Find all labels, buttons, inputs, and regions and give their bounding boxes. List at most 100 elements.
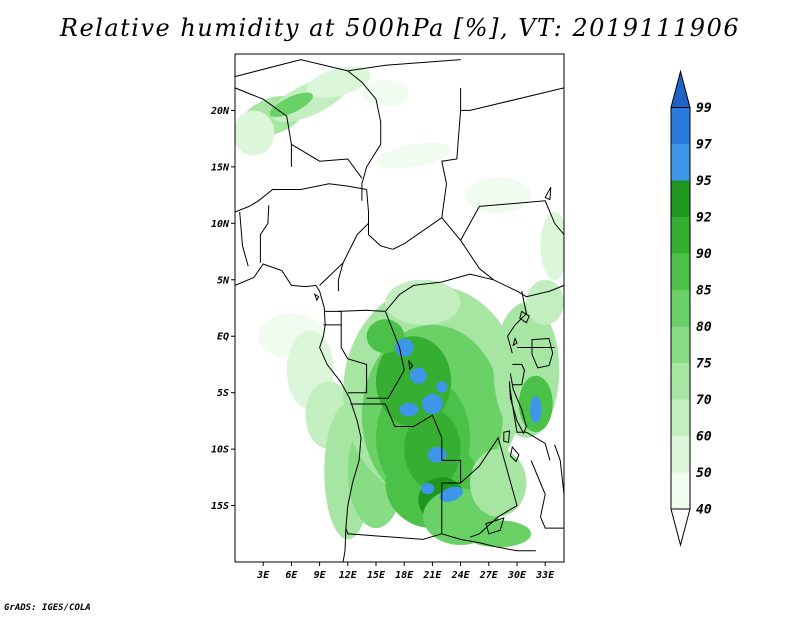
map-title: Relative humidity at 500hPa [%], VT: 201… [59, 14, 741, 42]
colorbar-label: 99 [696, 101, 712, 116]
colorbar-segment [671, 399, 690, 436]
lake-outline [512, 336, 518, 347]
country-border [235, 87, 292, 167]
humidity-region [409, 367, 427, 384]
lake-outline [485, 517, 505, 535]
country-border [235, 200, 259, 213]
humidity-region [465, 177, 532, 214]
colorbar-segment [671, 217, 690, 254]
colorbar-label: 60 [696, 430, 712, 445]
country-border [350, 403, 443, 461]
grads-credit: GrADS: IGES/COLA [4, 603, 91, 613]
humidity-region [436, 381, 448, 393]
colorbar-label: 80 [696, 320, 712, 335]
humidity-region [376, 142, 451, 169]
humidity-region [439, 486, 463, 502]
country-border [460, 436, 518, 538]
lat-tick-label: 10N [211, 219, 230, 230]
map-frame [234, 53, 565, 563]
country-border [507, 290, 527, 354]
lon-tick-label: 18E [395, 570, 414, 581]
humidity-region [366, 319, 405, 354]
humidity-region [385, 279, 461, 325]
humidity-region [394, 338, 414, 357]
country-border [258, 183, 367, 202]
coastline [554, 444, 564, 495]
humidity-region [361, 79, 409, 108]
country-border [291, 143, 363, 179]
colorbar-segment [671, 290, 690, 327]
colorbar-label: 50 [696, 466, 712, 481]
country-border [441, 533, 536, 552]
colorbar-label: 85 [696, 284, 712, 299]
political-boundaries [235, 59, 564, 562]
country-border [493, 279, 564, 298]
lake-outline [408, 359, 414, 371]
lake-outline [544, 186, 552, 201]
lon-tick-label: 27E [479, 570, 499, 581]
humidity-field [235, 66, 564, 548]
lat-tick-label: 5S [217, 388, 229, 399]
humidity-region [399, 402, 419, 417]
colorbar-frame [670, 107, 691, 510]
country-border [319, 222, 369, 286]
country-border [460, 200, 564, 241]
colorbar-segment [671, 363, 690, 400]
colorbar-below-triangle [670, 508, 691, 547]
lon-tick-label: 33E [535, 570, 555, 581]
humidity-region [421, 482, 435, 495]
lat-tick-label: 10S [211, 445, 229, 456]
lake-outline [531, 337, 554, 369]
lat-tick-label: 15N [211, 162, 230, 173]
longitude-axis: 3E 6E 9E 12E 15E 18E 21E 24E 27E 30E 33E [256, 562, 555, 581]
humidity-region [526, 279, 564, 325]
lon-tick-label: 6E [285, 570, 298, 581]
colorbar-label: 40 [696, 503, 712, 518]
humidity-region [465, 520, 532, 548]
lon-tick-label: 15E [367, 570, 386, 581]
lon-tick-label: 21E [422, 570, 442, 581]
coastline [509, 373, 527, 435]
country-border [338, 273, 494, 312]
lon-tick-label: 12E [339, 570, 358, 581]
country-border [441, 87, 462, 218]
colorbar-segment [671, 326, 690, 363]
colorbar-label: 70 [696, 393, 712, 408]
lon-tick-label: 30E [507, 570, 527, 581]
lat-tick-label: 20N [210, 106, 230, 117]
lake-outline [519, 310, 530, 324]
colorbar-segment [671, 107, 690, 144]
colorbar-segment [671, 436, 690, 473]
humidity-region [470, 449, 527, 517]
humidity-region [269, 92, 313, 118]
country-border [509, 384, 551, 461]
lon-tick-label: 3E [256, 570, 270, 581]
colorbar-label: 92 [696, 211, 712, 226]
humidity-region [422, 393, 443, 415]
country-border [347, 70, 382, 201]
lake-outline [503, 430, 511, 443]
lon-tick-label: 24E [451, 570, 471, 581]
colorbar-label: 90 [696, 247, 712, 262]
humidity-region [306, 66, 371, 98]
colorbar-segment [671, 253, 690, 290]
colorbar-above-triangle [670, 69, 691, 108]
country-border [345, 459, 462, 540]
lon-tick-label: 9E [314, 570, 327, 581]
lake-outline [509, 445, 520, 463]
colorbar-segment [671, 180, 690, 217]
latitude-axis: 20N 15N 10N 5N EQ 5S 10S 15S [210, 106, 235, 512]
lat-tick-label: EQ [217, 332, 229, 343]
colorbar-segment [671, 472, 690, 509]
colorbar-segment [671, 144, 690, 181]
country-border [323, 310, 342, 326]
colorbar: 40 50 60 70 75 80 85 90 92 95 97 99 [670, 69, 712, 547]
country-border [460, 87, 564, 111]
country-border [530, 460, 564, 529]
colorbar-label: 97 [696, 138, 712, 153]
country-border [392, 217, 494, 281]
country-border [337, 262, 344, 292]
country-border [512, 363, 526, 386]
colorbar-label: 75 [696, 357, 712, 372]
